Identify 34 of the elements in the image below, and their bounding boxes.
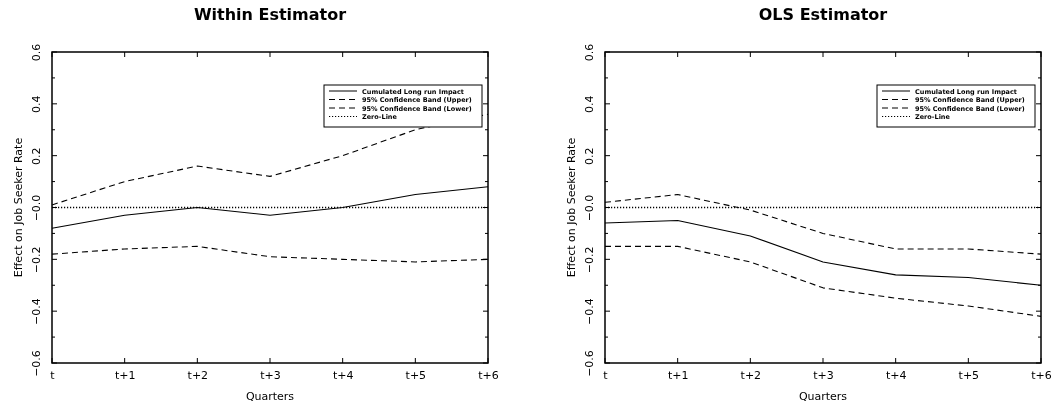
y-tick-label: −0.0 <box>30 194 43 222</box>
x-tick-label: t <box>50 368 56 382</box>
x-tick-label: t+5 <box>405 368 427 382</box>
y-tick-label: −0.2 <box>583 246 596 274</box>
chart-title: Within Estimator <box>193 5 347 24</box>
x-axis-title: Quarters <box>798 390 848 403</box>
x-tick-label: t+2 <box>740 368 762 382</box>
y-tick-label: 0.4 <box>30 95 43 114</box>
x-tick-label: t+1 <box>114 368 136 382</box>
x-tick-label: t <box>603 368 609 382</box>
y-tick-label: 0.6 <box>583 43 596 62</box>
x-tick-label: t+2 <box>187 368 209 382</box>
y-tick-label: 0.6 <box>30 43 43 62</box>
y-axis-title: Effect on Job Seeker Rate <box>12 137 25 278</box>
y-tick-label: −0.4 <box>30 298 43 326</box>
y-tick-label: −0.2 <box>30 246 43 274</box>
y-tick-label: 0.2 <box>30 147 43 165</box>
x-tick-label: t+4 <box>885 368 907 382</box>
x-tick-label: t+6 <box>478 368 499 382</box>
x-tick-label: t+5 <box>958 368 980 382</box>
y-tick-label: 0.4 <box>583 95 596 114</box>
x-tick-label: t+1 <box>667 368 689 382</box>
y-tick-label: −0.6 <box>583 350 596 377</box>
x-tick-label: t+3 <box>260 368 281 382</box>
y-tick-label: −0.4 <box>583 298 596 326</box>
x-tick-label: t+6 <box>1031 368 1052 382</box>
chart-title: OLS Estimator <box>758 5 888 24</box>
x-tick-label: t+3 <box>813 368 834 382</box>
y-tick-label: 0.2 <box>583 147 596 165</box>
x-axis-title: Quarters <box>245 390 295 403</box>
x-tick-label: t+4 <box>332 368 354 382</box>
y-tick-label: −0.0 <box>583 194 596 222</box>
y-tick-label: −0.6 <box>30 350 43 377</box>
y-axis-title: Effect on Job Seeker Rate <box>565 137 578 278</box>
